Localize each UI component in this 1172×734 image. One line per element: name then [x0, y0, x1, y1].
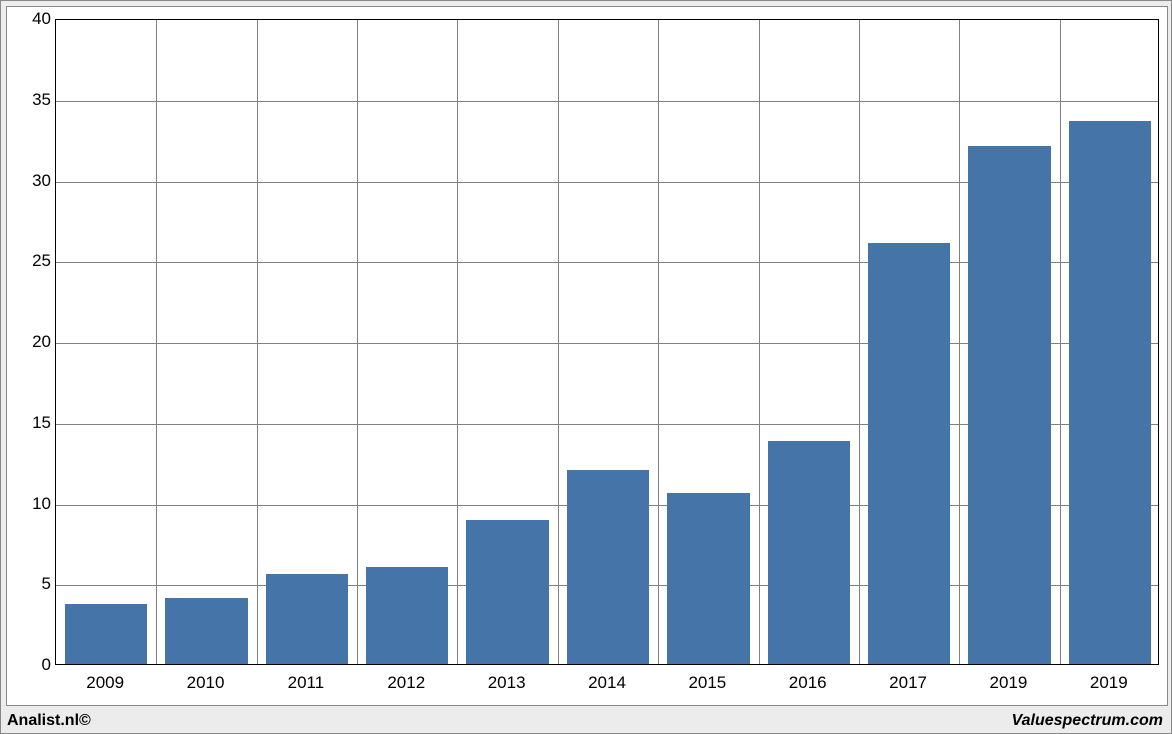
gridline-vertical [457, 20, 458, 664]
bar [968, 146, 1050, 664]
bar [466, 520, 548, 664]
gridline-vertical [1060, 20, 1061, 664]
x-axis-label: 2014 [588, 673, 626, 693]
x-axis-label: 2013 [488, 673, 526, 693]
y-axis-label: 20 [13, 332, 51, 352]
y-axis-label: 10 [13, 494, 51, 514]
y-axis-label: 0 [13, 655, 51, 675]
bar [868, 243, 950, 665]
chart-inner-frame: 0 5 10 15 20 25 30 35 40 2009 2010 2011 2012 2013 201… [6, 6, 1168, 706]
gridline-vertical [759, 20, 760, 664]
y-axis-label: 5 [13, 574, 51, 594]
gridline-vertical [859, 20, 860, 664]
x-axis-label: 2012 [387, 673, 425, 693]
bar [366, 567, 448, 664]
x-axis-label: 2010 [187, 673, 225, 693]
y-axis-label: 25 [13, 251, 51, 271]
gridline-vertical [357, 20, 358, 664]
x-axis-label: 2015 [688, 673, 726, 693]
x-axis-label: 2016 [789, 673, 827, 693]
bar [567, 470, 649, 664]
bar [768, 441, 850, 664]
gridline-vertical [658, 20, 659, 664]
gridline-vertical [558, 20, 559, 664]
x-axis-label: 2011 [288, 673, 325, 693]
y-axis-label: 35 [13, 90, 51, 110]
x-axis-label: 2019 [1090, 673, 1128, 693]
footer-right-credit: Valuespectrum.com [1012, 712, 1163, 730]
chart-outer-frame: 0 5 10 15 20 25 30 35 40 2009 2010 2011 2012 2013 201… [0, 0, 1172, 734]
y-axis-label: 40 [13, 9, 51, 29]
bar [667, 493, 749, 664]
y-axis-label: 15 [13, 413, 51, 433]
gridline-vertical [257, 20, 258, 664]
gridline-vertical [959, 20, 960, 664]
bar [1069, 121, 1151, 664]
y-axis-label: 30 [13, 171, 51, 191]
gridline-vertical [156, 20, 157, 664]
x-axis-label: 2019 [990, 673, 1028, 693]
plot-area [55, 19, 1159, 665]
x-axis-label: 2009 [86, 673, 124, 693]
bar [266, 574, 348, 664]
bar [165, 598, 247, 664]
gridline-horizontal [56, 101, 1158, 102]
bar [65, 604, 147, 664]
footer-left-credit: Analist.nl© [7, 712, 91, 730]
x-axis-label: 2017 [889, 673, 927, 693]
